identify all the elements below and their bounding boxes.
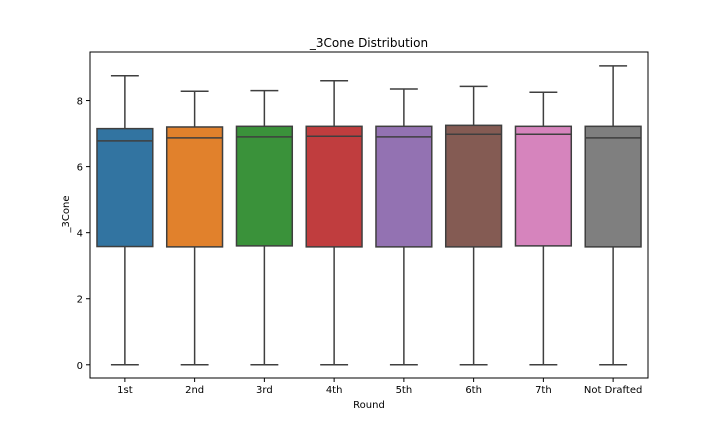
y-tick-label: 0 xyxy=(77,361,83,372)
x-tick-label-3rd: 3rd xyxy=(256,385,273,396)
box-2nd xyxy=(165,126,224,248)
y-tick-label: 8 xyxy=(77,97,83,108)
plot-area: 0 2 4 6 8 1st 2nd 3rd 4th 5th 6th 7th Not Drafted xyxy=(77,51,649,396)
x-axis-label: Round xyxy=(353,400,385,411)
plot-frame xyxy=(89,51,649,379)
y-tick-label: 2 xyxy=(77,295,83,306)
y-axis-label: _3Cone xyxy=(61,196,72,234)
box-4th xyxy=(305,125,363,248)
box-5th xyxy=(375,125,433,248)
x-tick-label-4th: 4th xyxy=(326,385,343,396)
x-tick-label-6th: 6th xyxy=(465,385,482,396)
x-tick-label-2nd: 2nd xyxy=(185,385,204,396)
box-6th xyxy=(444,124,503,248)
chart-title: _3Cone Distribution xyxy=(309,36,428,50)
y-tick-label: 4 xyxy=(77,229,83,240)
x-tick-label-5th: 5th xyxy=(396,385,413,396)
box-not-drafted xyxy=(584,125,642,248)
x-tick-label-1st: 1st xyxy=(117,385,133,396)
box-3rd xyxy=(235,125,294,247)
box-1st xyxy=(96,127,154,248)
x-tick-label-7th: 7th xyxy=(535,385,552,396)
x-tick-label-not-drafted: Not Drafted xyxy=(584,385,642,396)
y-tick-label: 6 xyxy=(77,163,83,174)
box-7th xyxy=(514,125,573,247)
